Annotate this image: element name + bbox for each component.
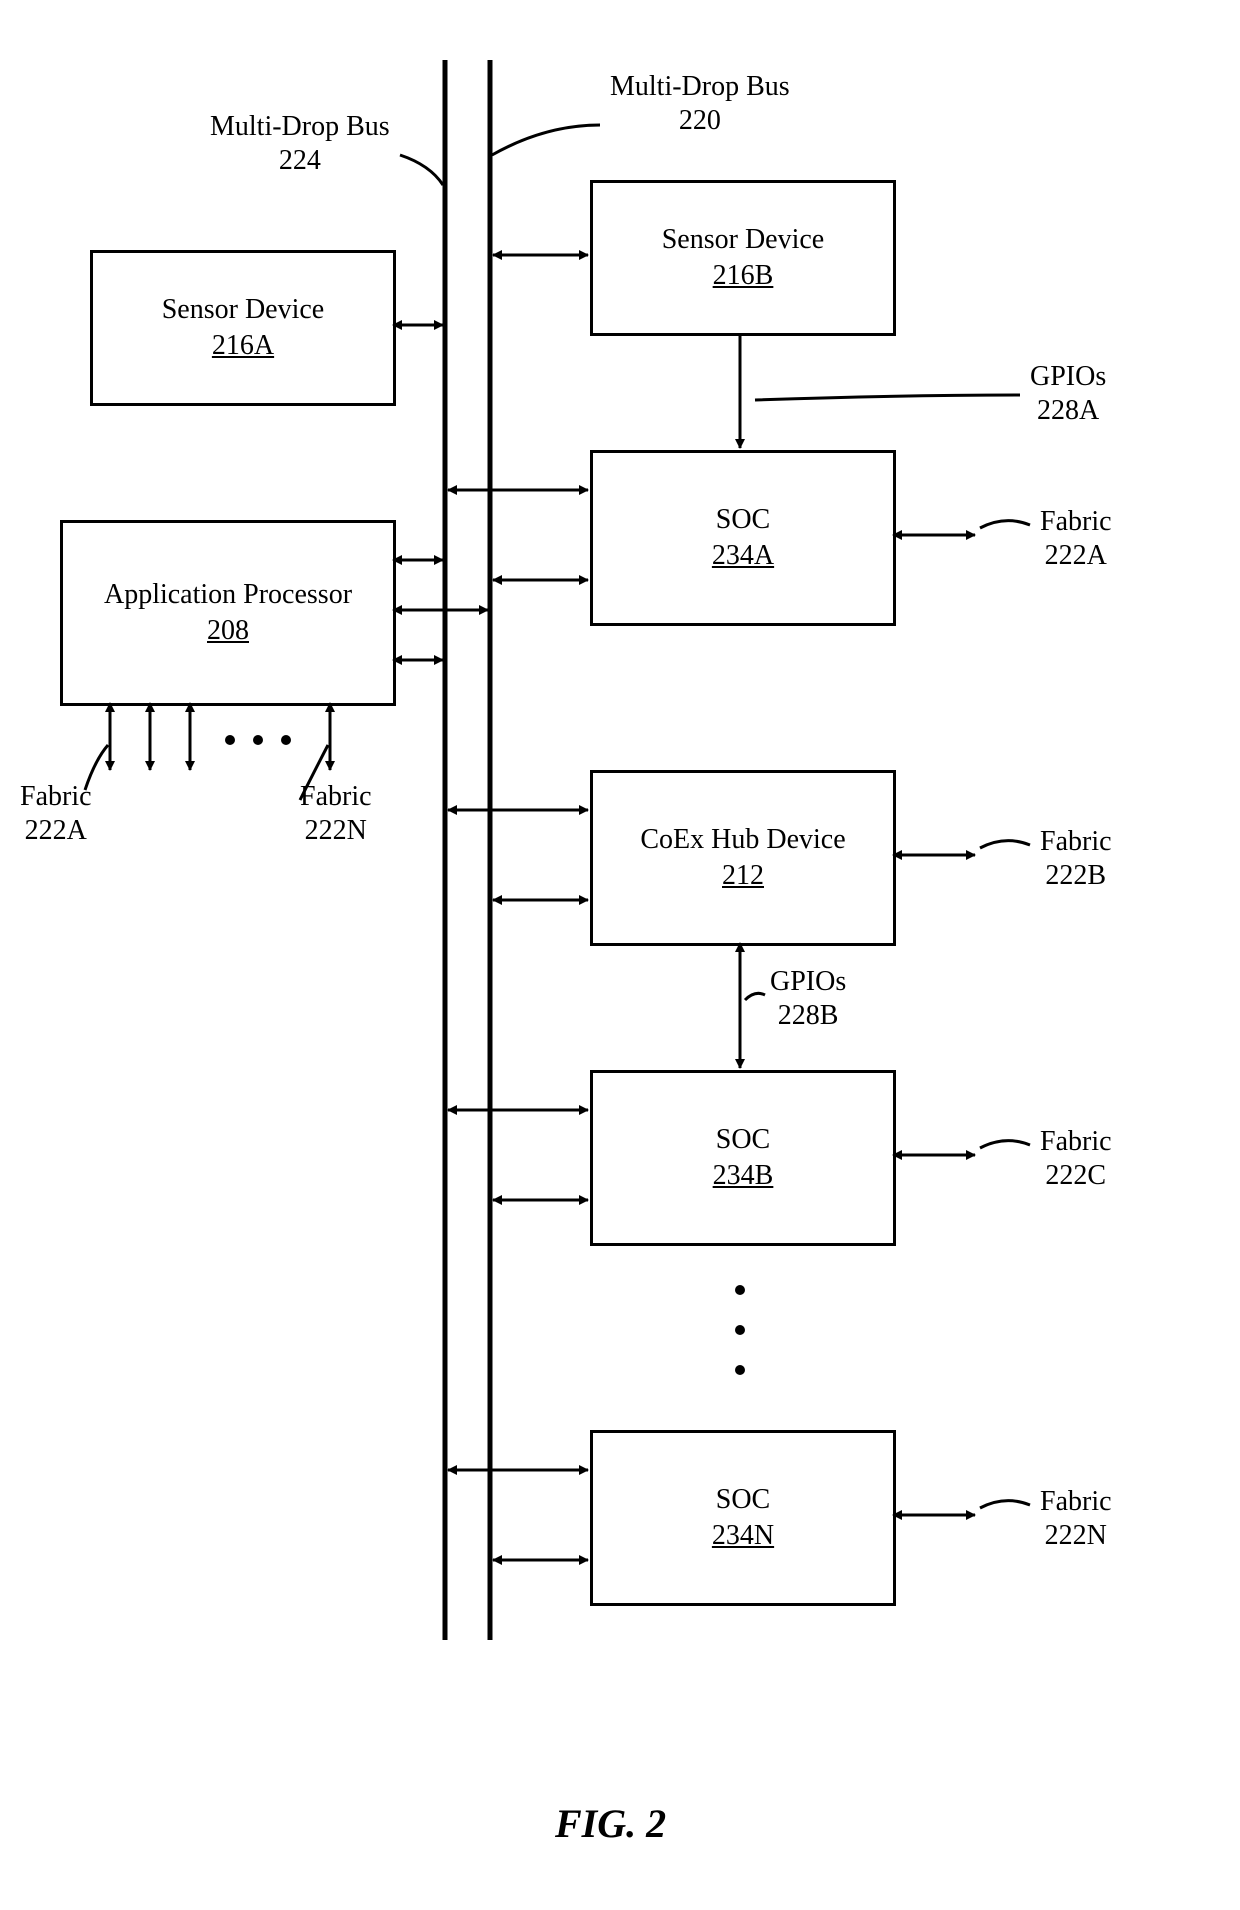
label-fabric-222b: Fabric 222B (1040, 825, 1112, 892)
box-ref: 234N (712, 1520, 774, 1552)
label-text: Fabric (20, 781, 92, 812)
box-app-processor: Application Processor 208 (60, 520, 396, 706)
box-ref: 216A (212, 330, 274, 362)
box-coex-hub: CoEx Hub Device 212 (590, 770, 896, 946)
box-ref: 212 (722, 860, 764, 892)
label-text: Fabric (300, 781, 372, 812)
label-text: Fabric (1040, 506, 1112, 537)
box-ref: 208 (207, 615, 249, 647)
box-title: Sensor Device (662, 224, 825, 256)
label-text: GPIOs (770, 966, 846, 997)
label-ref: 222N (1045, 1520, 1107, 1551)
label-ref: 220 (679, 105, 721, 136)
box-title: SOC (716, 504, 770, 536)
box-title: Application Processor (104, 579, 352, 611)
box-title: SOC (716, 1124, 770, 1156)
label-text: Fabric (1040, 1126, 1112, 1157)
label-ref: 228A (1037, 395, 1099, 426)
box-soc-b: SOC 234B (590, 1070, 896, 1246)
label-ref: 222C (1045, 1160, 1106, 1191)
diagram-canvas: Sensor Device 216A Sensor Device 216B SO… (0, 0, 1240, 1910)
label-fabric-222a-left: Fabric 222A (20, 780, 92, 847)
box-soc-a: SOC 234A (590, 450, 896, 626)
label-ref: 228B (778, 1000, 839, 1031)
label-ref: 224 (279, 145, 321, 176)
label-fabric-222c: Fabric 222C (1040, 1125, 1112, 1192)
label-ref: 222A (25, 815, 87, 846)
label-ref: 222N (305, 815, 367, 846)
box-title: SOC (716, 1484, 770, 1516)
label-gpios-a: GPIOs 228A (1030, 360, 1106, 427)
label-ref: 222B (1045, 860, 1106, 891)
figure-caption: FIG. 2 (555, 1800, 666, 1847)
label-text: Fabric (1040, 826, 1112, 857)
box-soc-n: SOC 234N (590, 1430, 896, 1606)
label-text: Multi-Drop Bus (610, 71, 790, 102)
label-text: Fabric (1040, 1486, 1112, 1517)
label-fabric-222a-right: Fabric 222A (1040, 505, 1112, 572)
box-ref: 234B (713, 1160, 774, 1192)
label-gpios-b: GPIOs 228B (770, 965, 846, 1032)
box-sensor-a: Sensor Device 216A (90, 250, 396, 406)
box-ref: 234A (712, 540, 774, 572)
label-text: GPIOs (1030, 361, 1106, 392)
label-ref: 222A (1045, 540, 1107, 571)
label-bus-220: Multi-Drop Bus 220 (610, 70, 790, 137)
label-fabric-222n-left: Fabric 222N (300, 780, 372, 847)
box-title: Sensor Device (162, 294, 325, 326)
label-fabric-222n-right: Fabric 222N (1040, 1485, 1112, 1552)
box-ref: 216B (713, 260, 774, 292)
box-title: CoEx Hub Device (640, 824, 845, 856)
label-text: Multi-Drop Bus (210, 111, 390, 142)
box-sensor-b: Sensor Device 216B (590, 180, 896, 336)
label-bus-224: Multi-Drop Bus 224 (210, 110, 390, 177)
